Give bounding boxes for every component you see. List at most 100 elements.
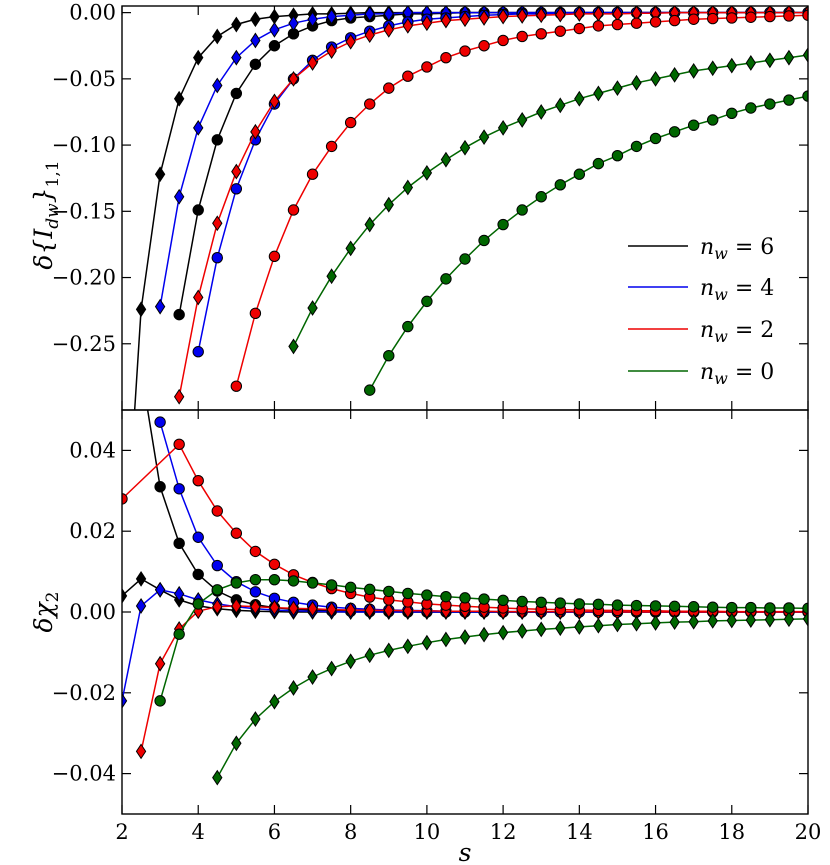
top-data-point — [783, 49, 795, 66]
top-data-point — [497, 218, 509, 231]
top-data-point — [555, 6, 566, 23]
top-data-point — [745, 11, 757, 23]
top-series-line — [178, 11, 808, 397]
bottom-data-point — [249, 573, 262, 586]
bottom-data-point — [364, 647, 375, 664]
top-data-point — [687, 13, 700, 25]
bottom-data-point — [230, 577, 243, 589]
bottom-data-point — [287, 575, 300, 587]
bottom-data-point — [249, 586, 262, 598]
x-tick-label: 16 — [642, 820, 669, 844]
bottom-data-point — [573, 598, 586, 610]
top-data-point — [478, 10, 490, 26]
bottom-data-point — [497, 624, 509, 641]
top-data-point — [478, 129, 490, 146]
top-data-point — [192, 346, 204, 358]
bottom-data-point — [383, 642, 394, 659]
top-data-point — [707, 60, 718, 77]
bottom-data-point — [122, 587, 128, 604]
top-data-point — [726, 107, 738, 119]
top-data-point — [631, 74, 642, 91]
bottom-data-point — [154, 581, 166, 598]
top-data-point — [783, 94, 795, 106]
bottom-ytick-label: −0.04 — [52, 762, 116, 786]
bottom-data-point — [554, 597, 566, 609]
top-data-point — [307, 11, 318, 28]
top-data-point — [250, 32, 261, 49]
top-data-point — [707, 12, 719, 25]
bottom-data-point — [307, 669, 318, 685]
top-series-line — [178, 11, 808, 315]
bottom-data-point — [440, 631, 452, 648]
bottom-data-point — [211, 584, 223, 596]
top-data-point — [440, 51, 452, 64]
top-data-point — [554, 25, 566, 37]
bottom-data-point — [364, 602, 375, 619]
top-data-point — [421, 164, 433, 181]
top-data-point — [212, 28, 223, 45]
x-tick-label: 2 — [115, 820, 128, 844]
top-data-point — [726, 12, 738, 24]
top-data-point — [592, 20, 605, 32]
bottom-data-point — [135, 598, 147, 614]
bottom-ytick-label: 0.00 — [69, 600, 116, 624]
top-data-point — [535, 28, 547, 40]
top-data-point — [212, 77, 223, 94]
bottom-data-point — [231, 735, 242, 752]
top-data-point — [745, 102, 757, 114]
bottom-data-point — [192, 531, 204, 543]
top-y-label-close: } — [29, 187, 58, 203]
top-series — [133, 6, 808, 410]
top-data-point — [573, 168, 586, 180]
top-data-point — [249, 307, 262, 320]
top-data-point — [402, 70, 414, 82]
bottom-series-line — [140, 605, 808, 752]
bottom-data-point — [212, 769, 223, 786]
top-data-point — [421, 61, 433, 73]
top-data-point — [726, 57, 737, 74]
bottom-data-point — [459, 629, 471, 645]
legend-entry: nw = 0 — [628, 360, 774, 388]
top-data-point — [497, 34, 509, 47]
bottom-data-point — [345, 653, 356, 670]
bottom-data-point — [726, 612, 737, 629]
top-data-point — [574, 90, 585, 107]
bottom-data-point — [707, 601, 719, 613]
top-data-point — [230, 183, 243, 195]
top-data-point — [326, 8, 337, 25]
top-data-point — [802, 47, 808, 63]
bottom-ytick-label: 0.04 — [69, 438, 116, 462]
top-data-point — [211, 134, 223, 146]
bottom-data-point — [173, 438, 185, 451]
top-data-point — [383, 21, 394, 38]
bottom-data-point — [288, 600, 299, 617]
bottom-data-point — [783, 611, 795, 628]
top-data-point — [649, 132, 662, 145]
bottom-data-point — [497, 594, 509, 606]
top-series-line — [159, 11, 808, 307]
bottom-data-point — [230, 527, 243, 539]
bottom-data-point — [306, 577, 319, 589]
bottom-data-point — [516, 595, 528, 608]
top-data-point — [231, 163, 242, 180]
top-data-point — [231, 16, 242, 33]
top-y-axis-ticks: 0.00 −0.05 −0.10 −0.15 −0.20 −0.25 — [52, 1, 809, 410]
bottom-data-point — [459, 592, 471, 604]
top-data-point — [269, 8, 280, 25]
bottom-data-point — [326, 660, 337, 677]
top-data-point — [193, 289, 204, 306]
bottom-panel: 0.04 0.02 0.00 −0.02 −0.04 2 4 6 8 10 12 14 16 18 20 δ… — [29, 409, 821, 865]
legend-label-nw6: nw = 6 — [700, 235, 774, 263]
top-data-point — [630, 17, 643, 29]
top-data-point — [688, 62, 699, 79]
x-tick-label: 8 — [344, 820, 357, 844]
bottom-axis-ticks: 0.04 0.02 0.00 −0.02 −0.04 2 4 6 8 10 12 14 16 18 20 — [52, 410, 821, 844]
top-data-point — [173, 90, 185, 107]
top-data-point — [173, 308, 185, 321]
bottom-data-point — [745, 601, 757, 614]
top-data-point — [687, 119, 700, 131]
top-data-point — [478, 40, 490, 52]
top-data-point — [573, 22, 586, 35]
top-data-point — [745, 55, 757, 71]
top-data-point — [783, 10, 795, 22]
